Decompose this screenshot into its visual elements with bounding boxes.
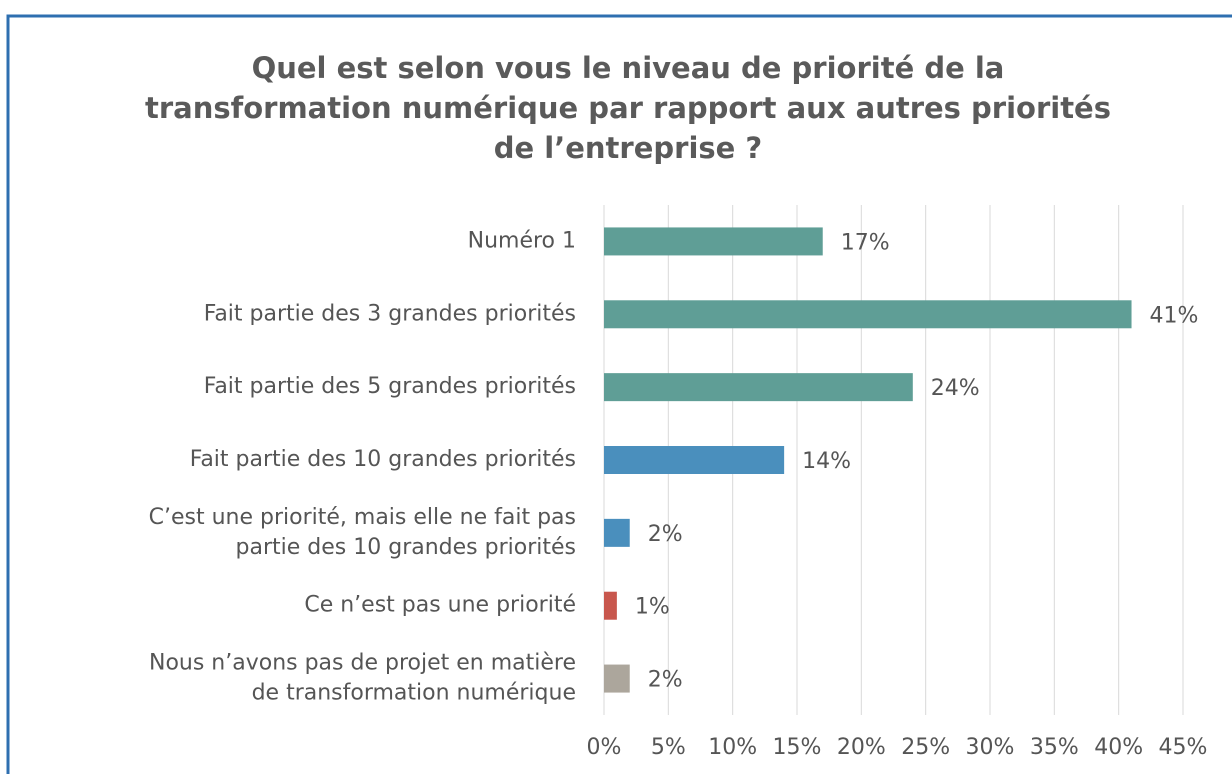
x-tick-label: 45% bbox=[1159, 735, 1208, 760]
x-tick-label: 0% bbox=[587, 735, 622, 760]
bar bbox=[604, 591, 617, 620]
bar bbox=[604, 518, 630, 547]
bar bbox=[604, 300, 1132, 329]
x-tick-label: 10% bbox=[708, 735, 757, 760]
x-tick-label: 40% bbox=[1094, 735, 1143, 760]
x-tick-label: 5% bbox=[651, 735, 686, 760]
bar bbox=[604, 227, 823, 256]
y-tick-label: Fait partie des 10 grandes priorités bbox=[190, 447, 576, 472]
x-tick-label: 20% bbox=[837, 735, 886, 760]
value-label: 2% bbox=[648, 668, 683, 693]
y-tick-label: Nous n’avons pas de projet en matière de … bbox=[149, 651, 576, 706]
x-tick-label: 25% bbox=[901, 735, 950, 760]
value-label: 2% bbox=[648, 522, 683, 547]
value-label: 24% bbox=[931, 376, 980, 401]
bar bbox=[604, 664, 630, 693]
value-label: 17% bbox=[841, 230, 890, 255]
y-tick-label: C’est une priorité, mais elle ne fait pa… bbox=[149, 505, 576, 560]
value-label: 14% bbox=[802, 449, 851, 474]
y-tick-label: Fait partie des 5 grandes priorités bbox=[204, 374, 576, 399]
x-tick-label: 15% bbox=[773, 735, 822, 760]
x-tick-label: 35% bbox=[1030, 735, 1079, 760]
chart-title: Quel est selon vous le niveau de priorit… bbox=[145, 51, 1111, 165]
bar bbox=[604, 446, 785, 474]
y-tick-label: Fait partie des 3 grandes priorités bbox=[204, 301, 576, 326]
bar bbox=[604, 373, 913, 402]
value-label: 1% bbox=[635, 595, 670, 620]
x-tick-label: 30% bbox=[966, 735, 1015, 760]
value-label: 41% bbox=[1150, 303, 1199, 328]
y-tick-label: Numéro 1 bbox=[468, 228, 576, 253]
y-tick-label: Ce n’est pas une priorité bbox=[304, 593, 576, 618]
